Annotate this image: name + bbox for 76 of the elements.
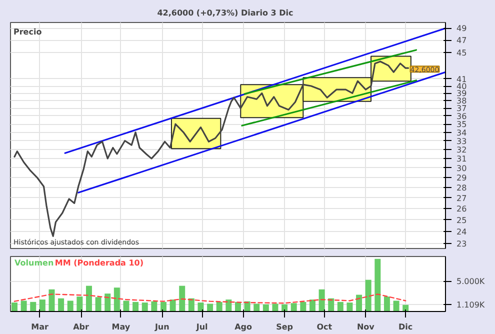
bar: [384, 296, 390, 312]
bar: [337, 302, 344, 312]
bar: [12, 302, 18, 312]
x-tick-label: Mar: [31, 322, 48, 332]
bar: [58, 298, 64, 312]
bar: [67, 300, 74, 312]
y-tick-label: 35: [456, 120, 467, 130]
bar: [170, 300, 176, 312]
y-tick-label: 49: [456, 24, 467, 34]
y-tick-label: 1.109K: [456, 300, 486, 310]
bar: [160, 302, 166, 312]
bar: [254, 304, 260, 312]
x-tick-label: Dic: [398, 322, 413, 332]
bar: [365, 280, 372, 312]
bar: [207, 304, 214, 312]
bar: [272, 304, 278, 312]
chart-title: 42,6000 (+0,73%) Diario 3 Dic: [157, 8, 294, 18]
x-tick-label: Jul: [195, 322, 208, 332]
line-series: [14, 60, 410, 237]
y-tick-label: 36: [456, 112, 467, 121]
bar: [226, 300, 232, 312]
x-tick-label: May: [112, 322, 131, 332]
x-tick-label: Nov: [356, 322, 376, 332]
y-tick-label: 25: [456, 216, 467, 225]
line-series: [14, 294, 406, 304]
y-tick-label: 26: [456, 204, 467, 214]
bar: [48, 289, 55, 312]
bar: [39, 300, 46, 312]
text: MM (Ponderada 10): [54, 258, 144, 268]
y-tick-label: 37: [456, 104, 467, 114]
y-tick-label: 33: [456, 136, 467, 146]
bar: [86, 286, 92, 312]
bar: [20, 300, 27, 312]
y-tick-label: 47: [456, 36, 467, 46]
x-tick-label: Sep: [276, 322, 294, 332]
x-tick-label: Abr: [73, 322, 89, 332]
y-tick-label: 5.000K: [456, 277, 486, 286]
bar: [179, 286, 186, 312]
y-tick-label: 41: [456, 74, 467, 84]
bar: [216, 302, 222, 312]
y-tick-label: 30: [456, 164, 467, 173]
bar: [123, 300, 130, 312]
bar: [114, 288, 120, 312]
bar: [151, 301, 158, 312]
bar: [346, 302, 353, 312]
y-tick-label: 28: [456, 184, 467, 193]
y-tick-label: 32: [456, 146, 467, 155]
bar: [132, 302, 139, 312]
y-tick-label: 31: [456, 154, 467, 164]
bar: [300, 302, 306, 312]
y-tick-label: 34: [456, 128, 467, 138]
bar: [142, 302, 148, 312]
bar: [262, 304, 269, 312]
x-tick-label: Oct: [316, 322, 332, 332]
bar: [393, 300, 400, 312]
y-tick-label: 38: [456, 96, 467, 106]
bar: [95, 297, 102, 312]
y-tick-label: 39: [456, 89, 467, 98]
bar: [198, 302, 204, 312]
bar: [356, 294, 362, 312]
bar: [290, 303, 297, 312]
bar: [104, 294, 111, 312]
x-tick-label: Ago: [234, 322, 253, 332]
bar: [76, 296, 83, 312]
bar: [318, 289, 325, 312]
y-tick-label: 40: [456, 82, 467, 92]
bar: [30, 302, 36, 312]
y-tick-label: 27: [456, 194, 467, 203]
y-tick-label: 24: [456, 227, 467, 236]
text: Volumen: [14, 258, 54, 268]
bar: [374, 258, 381, 312]
y-tick-label: 23: [456, 240, 467, 249]
y-axis-title: Precio: [14, 28, 42, 36]
y-tick-label: 45: [456, 48, 467, 58]
x-tick-label: Jun: [154, 322, 170, 332]
y-tick-label: 29: [456, 174, 467, 183]
